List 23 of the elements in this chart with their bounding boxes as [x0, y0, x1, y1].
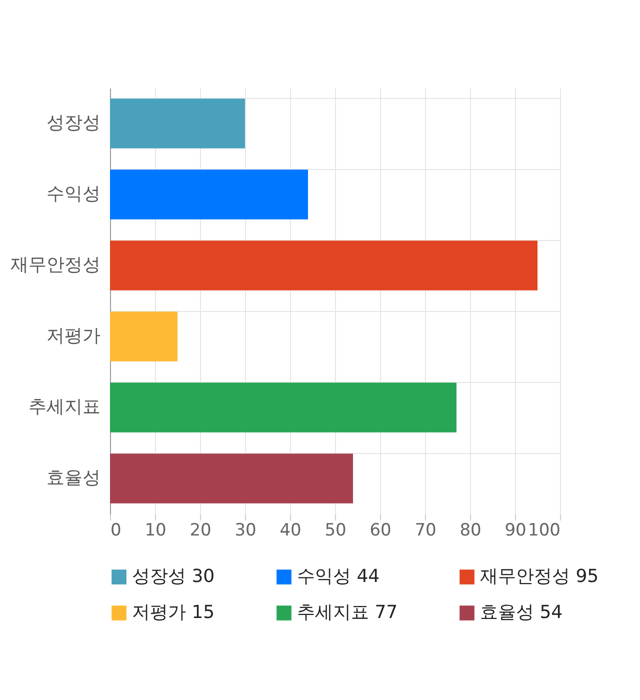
y-tick-label: 성장성 — [46, 112, 100, 134]
legend-label: 효율성 54 — [480, 602, 563, 623]
x-tick-label: 80 — [460, 520, 482, 540]
x-tick-label: 70 — [414, 520, 436, 540]
x-tick-label: 90 — [504, 520, 526, 540]
x-tick-label: 40 — [280, 520, 302, 540]
legend-label: 재무안정성 95 — [480, 566, 599, 587]
x-tick-label: 100 — [528, 520, 560, 540]
y-tick-label: 수익성 — [46, 184, 100, 204]
legend-label: 수익성 44 — [297, 566, 380, 587]
legend-label: 추세지표 77 — [297, 602, 398, 623]
x-tick-label: 60 — [370, 520, 392, 540]
legend-label: 성장성 30 — [132, 566, 215, 587]
x-tick-label: 10 — [144, 520, 166, 540]
x-tick-label: 20 — [190, 520, 212, 540]
legend-label: 저평가 15 — [132, 602, 215, 623]
x-tick-label: 30 — [234, 520, 256, 540]
y-tick-label: 추세지표 — [28, 396, 100, 418]
x-tick-label: 0 — [110, 520, 122, 540]
y-tick-label: 효율성 — [46, 468, 100, 488]
y-tick-label: 재무안정성 — [10, 254, 100, 276]
x-tick-label: 50 — [324, 520, 346, 540]
y-tick-label: 저평가 — [46, 326, 100, 346]
